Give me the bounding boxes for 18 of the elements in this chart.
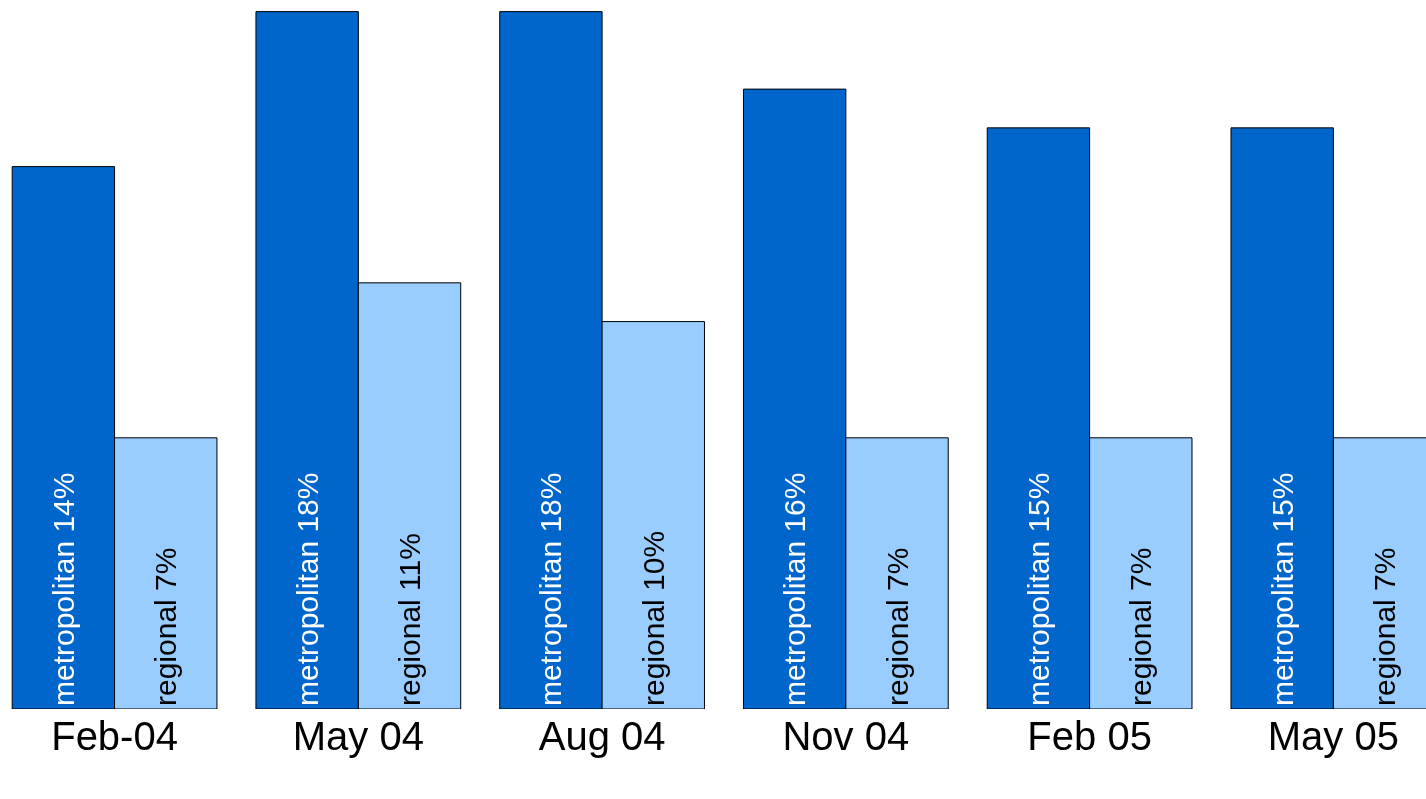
x-tick-label: Feb 05 [1027,714,1152,758]
data-label: regional 7% [1124,547,1158,706]
data-label: regional 11% [393,533,427,706]
data-label: regional 10% [636,530,670,706]
x-tick-label: Nov 04 [782,714,910,758]
data-label: regional 7% [149,547,183,706]
x-tick-label: Feb-04 [51,714,178,758]
data-label: metropolitan 15% [1265,472,1299,706]
data-label: regional 7% [1368,547,1402,706]
data-label: metropolitan 18% [534,472,568,706]
data-label: metropolitan 15% [1021,472,1055,706]
x-tick-label: Aug 04 [538,714,666,758]
x-tick-label: May 05 [1267,714,1399,758]
data-label: metropolitan 16% [778,472,812,706]
data-label: metropolitan 18% [290,472,324,706]
data-label: metropolitan 14% [46,472,80,706]
data-label: regional 7% [880,547,914,706]
x-tick-label: May 04 [292,714,424,758]
